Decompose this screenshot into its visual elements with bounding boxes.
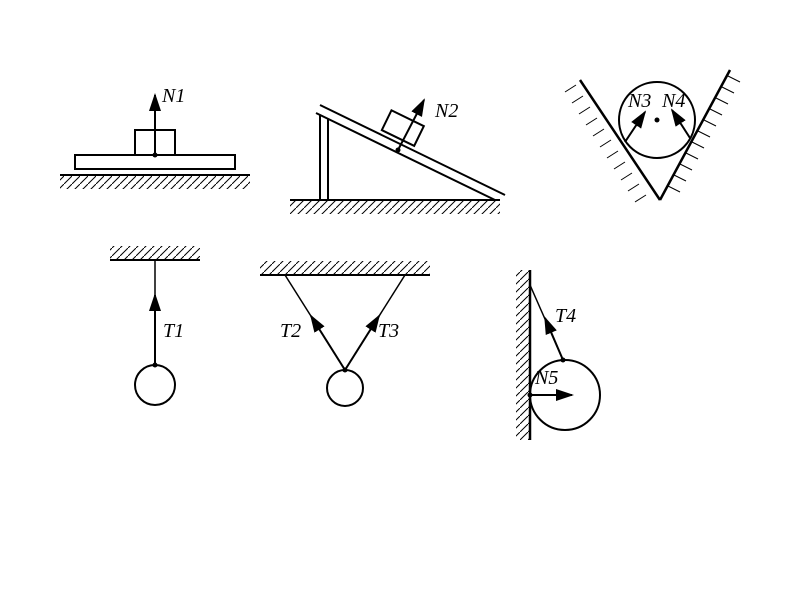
label-t4: T4 [555, 305, 576, 328]
diagram-pendulum [110, 246, 200, 405]
label-n2: N2 [435, 100, 458, 123]
label-n4: N4 [662, 90, 685, 113]
diagram-block-table [60, 95, 250, 189]
label-n1: N1 [162, 85, 185, 108]
label-t1: T1 [163, 320, 184, 343]
label-t3: T3 [378, 320, 399, 343]
label-n3: N3 [628, 90, 651, 113]
diagram-block-incline [290, 100, 505, 214]
diagram-ball-wall [516, 270, 600, 440]
label-n5: N5 [535, 367, 558, 390]
diagram-ball-groove [565, 70, 740, 202]
label-t2: T2 [280, 320, 301, 343]
